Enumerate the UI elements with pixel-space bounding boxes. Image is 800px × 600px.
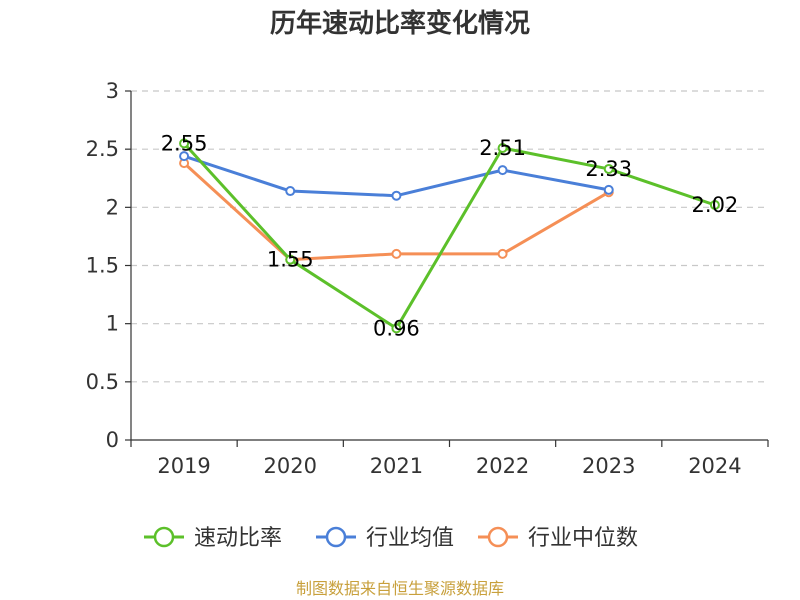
data-point[interactable] — [603, 184, 614, 195]
data-point[interactable] — [497, 143, 508, 154]
y-tick-label: 2 — [106, 195, 119, 219]
x-tick-label: 2020 — [264, 454, 317, 478]
series-line — [182, 142, 716, 330]
legend-marker — [487, 526, 509, 548]
data-point[interactable] — [709, 200, 720, 211]
y-tick-label: 0.5 — [86, 370, 119, 394]
data-point[interactable] — [497, 165, 508, 176]
data-point[interactable] — [391, 248, 402, 259]
data-point[interactable] — [497, 248, 508, 259]
x-tick-label: 2021 — [370, 454, 423, 478]
legend-item-1[interactable]: 速动比率 — [144, 526, 282, 551]
legend-label: 行业中位数 — [528, 526, 638, 551]
y-tick-label: 3 — [106, 79, 119, 103]
data-label: 2.55 — [161, 131, 208, 155]
series-line — [183, 154, 610, 198]
data-label: 2.02 — [692, 193, 739, 217]
series-1 — [179, 138, 720, 334]
legend-marker — [325, 526, 347, 548]
data-label: 2.51 — [479, 136, 526, 160]
data-point[interactable] — [391, 190, 402, 201]
legend[interactable]: 速动比率 行业均值 行业中位数 — [144, 526, 638, 551]
data-label: 2.33 — [585, 157, 632, 181]
source-note: 制图数据来自恒生聚源数据库 — [296, 579, 504, 598]
x-tick-label: 2024 — [688, 454, 741, 478]
legend-label: 速动比率 — [194, 526, 282, 551]
legend-label: 行业均值 — [366, 526, 454, 551]
series-2 — [179, 151, 614, 201]
label-layer: 2.55 1.55 0.96 2.51 2.33 2.02 — [161, 131, 739, 340]
series-layer — [179, 138, 720, 334]
legend-item-3[interactable]: 行业中位数 — [478, 526, 638, 551]
legend-marker — [153, 526, 175, 548]
data-point[interactable] — [603, 163, 614, 174]
y-tick-label: 2.5 — [86, 137, 119, 161]
data-point[interactable] — [391, 323, 402, 334]
data-point[interactable] — [179, 138, 190, 149]
data-label: 0.96 — [373, 316, 420, 340]
data-point[interactable] — [285, 254, 296, 265]
y-tick-label: 0 — [106, 428, 119, 452]
y-tick-label: 1.5 — [86, 254, 119, 278]
chart-title: 历年速动比率变化情况 — [270, 8, 530, 39]
data-point[interactable] — [285, 186, 296, 197]
x-tick-label: 2023 — [582, 454, 635, 478]
data-point[interactable] — [179, 151, 190, 162]
y-tick-label: 1 — [106, 312, 119, 336]
axis-layer: 0 0.5 1 1.5 2 2.5 3 2019 2020 2021 2022 2023 2024 — [86, 79, 769, 478]
x-tick-label: 2022 — [476, 454, 529, 478]
x-tick-label: 2019 — [157, 454, 210, 478]
data-label: 1.55 — [267, 248, 314, 272]
grid-layer — [131, 90, 768, 383]
legend-item-2[interactable]: 行业均值 — [316, 526, 454, 551]
